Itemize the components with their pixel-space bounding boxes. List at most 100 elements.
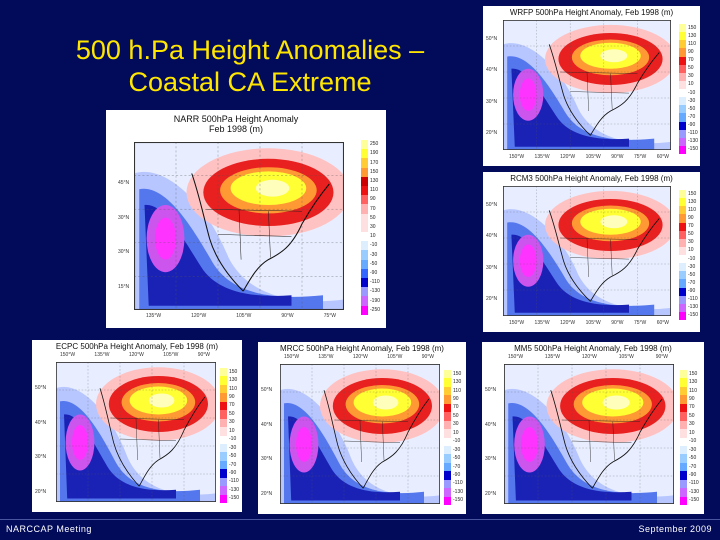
- colorbar-label: 30: [688, 73, 694, 80]
- anomaly-map-svg: [504, 364, 674, 504]
- state-borders: [560, 237, 638, 278]
- longitude-label: 120°W: [352, 354, 368, 360]
- narr-map: [134, 142, 344, 310]
- colorbar-label: 130: [229, 377, 238, 384]
- map-frame: [503, 186, 671, 316]
- mrcc-lat-labels: 50°N 40°N 30°N 20°N: [261, 387, 275, 497]
- latitude-label: 20°N: [261, 490, 273, 497]
- colorbar-step: 90: [679, 214, 699, 223]
- colorbar-label: 70: [453, 404, 459, 411]
- colorbar-swatch: [680, 471, 687, 480]
- colorbar-label: 50: [229, 410, 235, 417]
- colorbar-step: -190: [361, 296, 383, 306]
- colorbar-step: 150: [679, 24, 699, 33]
- colorbar-label: -150: [453, 497, 464, 504]
- colorbar-swatch: [361, 213, 368, 223]
- trough-peak: [155, 217, 176, 260]
- colorbar-swatch: [220, 452, 227, 461]
- latitude-label: 30°N: [486, 264, 498, 271]
- latitude-label: 15°N: [118, 283, 130, 290]
- slide-title-line2: Coastal CA Extreme: [128, 67, 372, 97]
- colorbar-swatch: [444, 370, 451, 379]
- ridge-peak: [148, 393, 175, 408]
- colorbar-swatch: [680, 429, 687, 438]
- colorbar-swatch: [679, 271, 686, 280]
- ridge-peak: [372, 395, 399, 410]
- latitude-label: 40°N: [486, 67, 498, 74]
- mm5-colorbar: 150 130 110 90 70 50 30 10 -10 -30 -50 -70 -90 -110 -1…: [680, 370, 702, 505]
- colorbar-swatch: [361, 268, 368, 279]
- colorbar-step: 130: [680, 378, 702, 387]
- coastline: [550, 390, 663, 489]
- colorbar-swatch: [220, 435, 227, 444]
- longitude-label: 90°W: [611, 154, 624, 160]
- colorbar-step: 110: [679, 206, 699, 215]
- longitude-label: 75°W: [323, 313, 336, 319]
- rcm3-lat-labels: 50°N 40°N 30°N 20°N: [486, 202, 500, 302]
- colorbar-label: 10: [370, 233, 376, 240]
- colorbar-swatch: [361, 167, 368, 177]
- colorbar-step: -90: [361, 268, 383, 279]
- colorbar-swatch: [220, 486, 227, 495]
- longitude-label: 120°W: [191, 313, 207, 319]
- colorbar-label: -10: [453, 438, 461, 445]
- colorbar-swatch: [679, 80, 686, 89]
- colorbar-step: 30: [679, 72, 699, 81]
- colorbar-label: -50: [370, 260, 378, 267]
- colorbar-step: 130: [361, 176, 383, 187]
- colorbar-swatch: [444, 479, 451, 489]
- colorbar-label: -90: [370, 269, 378, 276]
- mm5-panel: MM5 500hPa Height Anomaly, Feb 1998 (m) …: [482, 342, 704, 514]
- colorbar-label: -110: [688, 130, 698, 137]
- colorbar-step: -10: [679, 89, 699, 98]
- colorbar-label: -70: [689, 463, 697, 470]
- colorbar-label: -30: [688, 263, 696, 270]
- longitude-label: 75°W: [633, 154, 647, 160]
- anomaly-map-svg: [56, 362, 216, 502]
- colorbar-label: -150: [688, 312, 699, 319]
- colorbar-swatch: [680, 386, 687, 396]
- colorbar-step: 130: [220, 376, 240, 385]
- narr-colorbar: 250 190 170 150 130 110 90 70 50 30 10 -10 -30 -50 -90…: [361, 140, 383, 315]
- colorbar-label: 30: [688, 239, 694, 246]
- colorbar-label: -10: [689, 438, 697, 445]
- colorbar-label: 130: [688, 198, 697, 205]
- latitude-label: 50°N: [486, 36, 498, 42]
- colorbar-label: 30: [229, 419, 235, 426]
- colorbar-step: -70: [444, 462, 464, 472]
- colorbar-label: -70: [453, 463, 461, 470]
- colorbar-step: -150: [680, 496, 702, 505]
- colorbar-swatch: [679, 198, 686, 207]
- latitude-label: 30°N: [485, 456, 497, 463]
- longitude-label: 150°W: [284, 354, 300, 360]
- colorbar-label: -130: [688, 304, 699, 311]
- colorbar-swatch: [444, 488, 451, 497]
- colorbar-swatch: [680, 395, 687, 404]
- colorbar-label: 10: [453, 429, 459, 436]
- colorbar-step: -50: [220, 452, 240, 461]
- colorbar-swatch: [444, 420, 451, 430]
- colorbar-label: 30: [370, 223, 376, 230]
- latitude-label: 50°N: [261, 387, 273, 393]
- colorbar-label: 50: [689, 412, 695, 419]
- colorbar-label: -110: [688, 296, 698, 303]
- longitude-label: 105°W: [618, 354, 634, 360]
- colorbar-step: -50: [680, 454, 702, 463]
- colorbar-label: -150: [689, 497, 700, 504]
- colorbar-label: 10: [688, 81, 694, 88]
- rcm3-lon-labels: 150°W 135°W 120°W 105°W 90°W 75°W 60°W: [509, 320, 669, 326]
- latitude-label: 40°N: [261, 421, 273, 428]
- colorbar-label: -30: [689, 446, 697, 453]
- colorbar-swatch: [220, 460, 227, 470]
- colorbar-swatch: [361, 241, 368, 251]
- colorbar-step: 130: [444, 378, 464, 387]
- colorbar-step: 110: [680, 386, 702, 396]
- coastline: [548, 210, 660, 302]
- longitude-label: 135°W: [318, 354, 334, 360]
- colorbar-swatch: [679, 263, 686, 272]
- colorbar-swatch: [680, 445, 687, 455]
- map-frame: [280, 364, 440, 504]
- colorbar-step: 10: [361, 232, 383, 242]
- colorbar-swatch: [679, 24, 686, 33]
- colorbar-swatch: [361, 204, 368, 214]
